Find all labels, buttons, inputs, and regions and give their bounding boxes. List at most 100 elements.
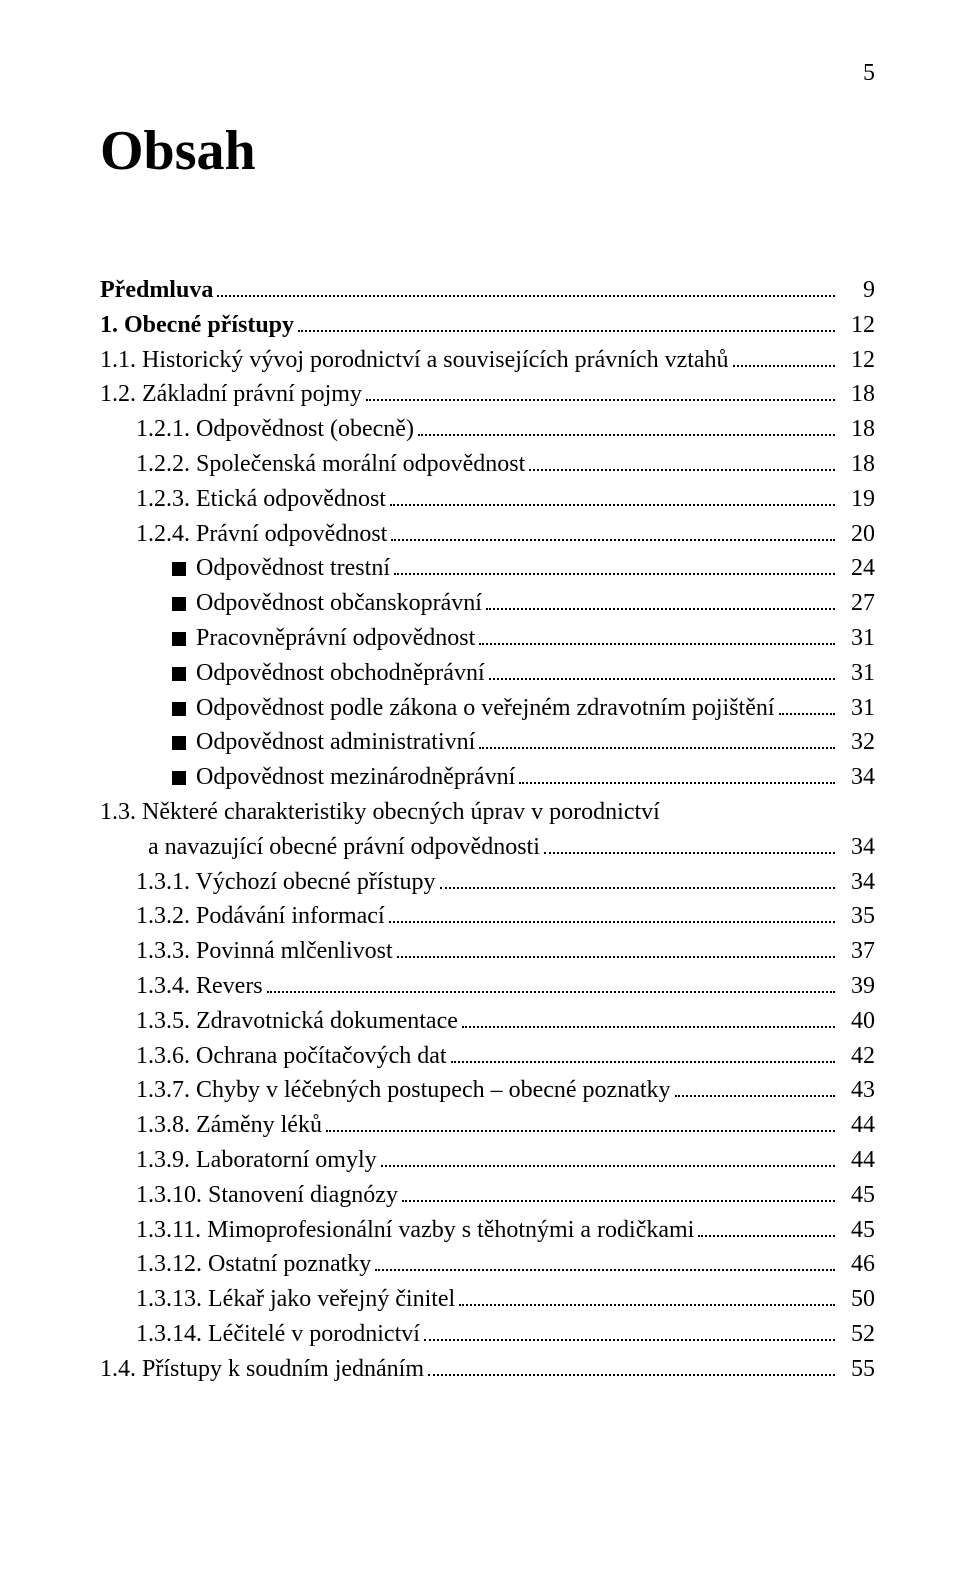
toc-page-number: 44: [839, 1143, 875, 1178]
toc-entry: Odpovědnost podle zákona o veřejném zdra…: [100, 691, 875, 726]
toc-entry: 1.3.10. Stanovení diagnózy 45: [100, 1178, 875, 1213]
toc-label: Odpovědnost obchodněprávní: [196, 656, 485, 691]
toc-leader: [375, 1250, 835, 1271]
toc-leader: [418, 415, 835, 436]
toc-leader: [489, 659, 835, 680]
toc-page-number: 31: [839, 621, 875, 656]
bullet-icon: [172, 597, 186, 611]
toc-page-number: 34: [839, 830, 875, 865]
toc-page-number: 18: [839, 412, 875, 447]
toc-label: 1.3.8. Záměny léků: [136, 1108, 322, 1143]
toc-page-number: 34: [839, 865, 875, 900]
toc-leader: [424, 1320, 835, 1341]
toc-label: 1.3.2. Podávání informací: [136, 899, 385, 934]
toc-leader: [529, 450, 835, 471]
toc-label: 1.3.10. Stanovení diagnózy: [136, 1178, 398, 1213]
toc-line: a navazující obecné právní odpovědnosti 3…: [100, 830, 875, 865]
page-title: Obsah: [100, 119, 875, 183]
toc-label: 1.3.3. Povinná mlčenlivost: [136, 934, 393, 969]
toc-label: 1.3.13. Lékař jako veřejný činitel: [136, 1282, 455, 1317]
toc-label: a navazující obecné právní odpovědnosti: [100, 830, 540, 865]
toc-page-number: 42: [839, 1039, 875, 1074]
toc-leader: [479, 728, 835, 749]
toc-entry: 1.3.14. Léčitelé v porodnictví 52: [100, 1317, 875, 1352]
toc-label: 1.3.14. Léčitelé v porodnictví: [136, 1317, 420, 1352]
toc-leader: [389, 902, 835, 923]
toc-leader: [428, 1355, 835, 1376]
toc-entry: Pracovněprávní odpovědnost31: [100, 621, 875, 656]
toc-entry: 1.2. Základní právní pojmy 18: [100, 377, 875, 412]
toc-label: 1.2.3. Etická odpovědnost: [136, 482, 386, 517]
toc-leader: [397, 937, 835, 958]
toc-page-number: 34: [839, 760, 875, 795]
toc-page-number: 31: [839, 656, 875, 691]
bullet-icon: [172, 667, 186, 681]
toc-entry: 1.3.13. Lékař jako veřejný činitel50: [100, 1282, 875, 1317]
toc-leader: [440, 867, 836, 888]
toc-entry: Odpovědnost trestní 24: [100, 551, 875, 586]
toc-leader: [779, 693, 835, 714]
toc-page-number: 12: [839, 343, 875, 378]
bullet-icon: [172, 736, 186, 750]
toc-label: 1.2.2. Společenská morální odpovědnost: [136, 447, 525, 482]
toc-label: 1.3.9. Laboratorní omyly: [136, 1143, 377, 1178]
toc-page-number: 46: [839, 1247, 875, 1282]
toc-entry: 1.3.3. Povinná mlčenlivost 37: [100, 934, 875, 969]
toc-page-number: 39: [839, 969, 875, 1004]
toc-label: Odpovědnost trestní: [196, 551, 390, 586]
toc-entry: 1. Obecné přístupy 12: [100, 308, 875, 343]
toc-page-number: 43: [839, 1073, 875, 1108]
toc-label: 1.3.12. Ostatní poznatky: [136, 1247, 371, 1282]
toc-leader: [698, 1215, 835, 1236]
toc-label: 1.1. Historický vývoj porodnictví a souv…: [100, 343, 729, 378]
toc-entry: 1.2.3. Etická odpovědnost19: [100, 482, 875, 517]
toc-label: 1. Obecné přístupy: [100, 308, 294, 343]
toc-leader: [486, 589, 835, 610]
toc-page-number: 37: [839, 934, 875, 969]
toc-page-number: 24: [839, 551, 875, 586]
toc-leader: [459, 1285, 835, 1306]
bullet-icon: [172, 562, 186, 576]
toc-entry: 1.3.8. Záměny léků 44: [100, 1108, 875, 1143]
toc-page-number: 18: [839, 447, 875, 482]
toc-entry: 1.1. Historický vývoj porodnictví a souv…: [100, 343, 875, 378]
toc-page-number: 32: [839, 725, 875, 760]
toc-label: 1.2. Základní právní pojmy: [100, 377, 362, 412]
toc-leader: [217, 276, 835, 297]
toc-leader: [544, 833, 835, 854]
toc-page-number: 12: [839, 308, 875, 343]
toc-entry: 1.4. Přístupy k soudním jednáním55: [100, 1352, 875, 1387]
toc-entry: 1.3.1. Výchozí obecné přístupy 34: [100, 865, 875, 900]
bullet-icon: [172, 632, 186, 646]
toc-leader: [451, 1041, 835, 1062]
toc-entry: 1.3.9. Laboratorní omyly 44: [100, 1143, 875, 1178]
toc-page-number: 40: [839, 1004, 875, 1039]
toc-leader: [675, 1076, 835, 1097]
toc-label: 1.3.11. Mimoprofesionální vazby s těhotn…: [136, 1213, 694, 1248]
toc-page-number: 31: [839, 691, 875, 726]
toc-label: 1.3. Některé charakteristiky obecných úp…: [100, 795, 875, 830]
toc-leader: [381, 1146, 835, 1167]
toc-page-number: 45: [839, 1178, 875, 1213]
toc-label: 1.3.1. Výchozí obecné přístupy: [136, 865, 436, 900]
toc-entry: Odpovědnost občanskoprávní27: [100, 586, 875, 621]
toc-page-number: 52: [839, 1317, 875, 1352]
toc-page-number: 45: [839, 1213, 875, 1248]
toc-entry: 1.3. Některé charakteristiky obecných úp…: [100, 795, 875, 865]
toc-page-number: 27: [839, 586, 875, 621]
toc-entry: 1.2.4. Právní odpovědnost20: [100, 517, 875, 552]
toc-label: Odpovědnost mezinárodněprávní: [196, 760, 515, 795]
toc-page-number: 9: [839, 273, 875, 308]
toc-leader: [733, 345, 835, 366]
toc-entry: 1.3.4. Revers 39: [100, 969, 875, 1004]
toc-page-number: 18: [839, 377, 875, 412]
toc-page-number: 44: [839, 1108, 875, 1143]
toc-leader: [391, 519, 835, 540]
toc-entry: 1.3.5. Zdravotnická dokumentace40: [100, 1004, 875, 1039]
toc-entry: Odpovědnost mezinárodněprávní 34: [100, 760, 875, 795]
toc-label: 1.3.6. Ochrana počítačových dat: [136, 1039, 447, 1074]
toc-page-number: 55: [839, 1352, 875, 1387]
toc-label: 1.2.4. Právní odpovědnost: [136, 517, 387, 552]
toc-label: 1.3.4. Revers: [136, 969, 263, 1004]
page-number: 5: [100, 60, 875, 87]
